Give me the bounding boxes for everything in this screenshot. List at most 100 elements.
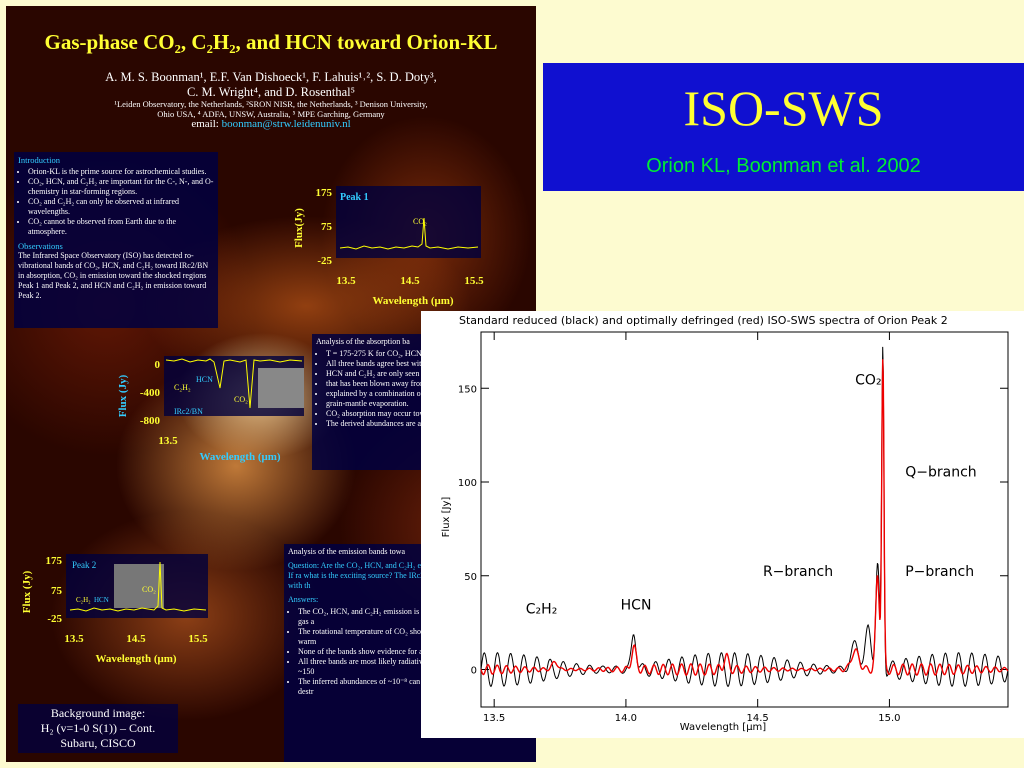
background-caption-line: H₂ (v=1-0 S(1)) – Cont. bbox=[40, 721, 156, 735]
irc2-xtick: 13.5 bbox=[158, 435, 178, 447]
background-caption-line: Background image: bbox=[50, 706, 146, 720]
peak1-xtick: 13.5 bbox=[336, 275, 356, 287]
observations-text: The Infrared Space Observatory (ISO) has… bbox=[18, 251, 209, 300]
peak1-species: CO₂ bbox=[413, 217, 427, 226]
y-tick-label: 0 bbox=[471, 666, 477, 677]
emission-answer: The rotational temperature of CO₂ show w… bbox=[298, 627, 536, 647]
irc2-species: C₂H₂ bbox=[174, 383, 191, 392]
irc2-ytick: -800 bbox=[140, 415, 161, 427]
x-tick-label: 14.5 bbox=[747, 713, 769, 724]
intro-list: Orion-KL is the prime source for astroch… bbox=[18, 167, 214, 237]
poster-title: Gas-phase CO₂, C₂H₂, and HCN toward Orio… bbox=[44, 30, 498, 54]
chart-annotation: CO₂ bbox=[855, 373, 881, 389]
peak1-label: Peak 1 bbox=[340, 192, 369, 203]
chart-annotation: R−branch bbox=[763, 564, 833, 580]
slide-title: ISO-SWS bbox=[683, 80, 884, 136]
peak2-species: HCN bbox=[94, 596, 109, 604]
peak1-ytick: -25 bbox=[317, 255, 332, 267]
poster-email-label: email: bbox=[191, 118, 219, 130]
absorption-item: T = 175-275 K for CO₂, HCN, bbox=[326, 349, 536, 359]
chart-title: Standard reduced (black) and optimally d… bbox=[459, 314, 948, 327]
emission-heading: Analysis of the emission bands towa bbox=[288, 547, 406, 556]
irc2-label: IRc2/BN bbox=[174, 407, 203, 416]
series-standard-reduced-line bbox=[480, 346, 1009, 688]
peak2-xtick: 15.5 bbox=[188, 633, 208, 645]
y-tick-label: 100 bbox=[458, 478, 477, 489]
intro-heading: Introduction bbox=[18, 155, 61, 165]
intro-panel: Introduction Orion-KL is the prime sourc… bbox=[14, 152, 218, 328]
peak1-xtick: 14.5 bbox=[400, 275, 420, 287]
peak1-spectrum: Peak 1 CO₂ 175 75 -25 13.5 14.5 15.5 Wav… bbox=[293, 186, 484, 307]
peak1-xlabel: Wavelength (μm) bbox=[372, 295, 453, 307]
peak2-label: Peak 2 bbox=[72, 560, 96, 570]
emission-answer: The inferred abundances of ~10⁻⁸ can b r… bbox=[298, 677, 536, 697]
irc2-species: CO₂ bbox=[234, 395, 248, 404]
peak1-ytick: 175 bbox=[316, 187, 333, 199]
poster-authors: A. M. S. Boonman¹, E.F. Van Dishoeck¹, F… bbox=[66, 70, 476, 100]
x-axis-label: Wavelength [μm] bbox=[680, 722, 767, 733]
intro-item: Orion-KL is the prime source for astroch… bbox=[28, 167, 214, 177]
poster-authors-line2: C. M. Wright⁴, and D. Rosenthal⁵ bbox=[186, 85, 356, 99]
peak2-species: CO₂ bbox=[142, 585, 156, 594]
poster-authors-line1: A. M. S. Boonman¹, E.F. Van Dishoeck¹, F… bbox=[105, 70, 437, 84]
observations-heading: Observations bbox=[18, 241, 63, 251]
absorption-item: that has been blown away from bbox=[326, 379, 536, 389]
absorption-heading: Analysis of the absorption ba bbox=[316, 337, 410, 346]
poster-affil-line1: ¹Leiden Observatory, the Netherlands, ²S… bbox=[114, 99, 428, 109]
emission-answers-list: The CO₂, HCN, and C₂H₂ emission is b an … bbox=[288, 607, 536, 697]
peak1-ytick: 75 bbox=[321, 221, 333, 233]
y-tick-label: 50 bbox=[464, 572, 477, 583]
absorption-item: CO₂ absorption may occur tow bbox=[326, 409, 536, 419]
peak1-ylabel: Flux(Jy) bbox=[293, 208, 305, 248]
irc2-xlabel: Wavelength (μm) bbox=[199, 451, 280, 463]
x-tick-label: 15.0 bbox=[878, 713, 900, 724]
peak2-ytick: 75 bbox=[51, 585, 63, 597]
chart-annotation: P−branch bbox=[905, 564, 974, 580]
poster-email-address: boonman@strw.leidenuniv.nl bbox=[221, 118, 351, 130]
slide-header: ISO-SWS Orion KL, Boonman et al. 2002 bbox=[543, 63, 1024, 191]
peak2-ylabel: Flux (Jy) bbox=[21, 570, 33, 613]
peak2-xtick: 14.5 bbox=[126, 633, 146, 645]
emission-answer: All three bands are most likely radiativ… bbox=[298, 657, 536, 677]
irc2-ytick: 0 bbox=[155, 359, 161, 371]
peak2-ytick: 175 bbox=[46, 555, 63, 567]
emission-answer: None of the bands show evidence for a 7-… bbox=[298, 647, 536, 657]
irc2-spectrum: C₂H₂ HCN CO₂ IRc2/BN 0 -400 -800 13.5 Wa… bbox=[117, 356, 304, 463]
peak2-xlabel: Wavelength (μm) bbox=[95, 653, 176, 665]
plot-frame bbox=[480, 331, 1009, 708]
main-spectrum-chart: Standard reduced (black) and optimally d… bbox=[441, 314, 1009, 733]
intro-item: CO₂, HCN, and C₂H₂ are important for the… bbox=[28, 177, 214, 197]
main-spectrum-figure: Standard reduced (black) and optimally d… bbox=[421, 311, 1024, 738]
absorption-item: The derived abundances are a f bbox=[326, 419, 536, 429]
poster-affiliations: ¹Leiden Observatory, the Netherlands, ²S… bbox=[86, 99, 456, 119]
poster-email: email: boonman@strw.leidenuniv.nl bbox=[6, 118, 536, 130]
y-axis-label: Flux [Jy] bbox=[441, 497, 452, 538]
peak2-spectrum: Peak 2 C₂H₂ HCN CO₂ 175 75 -25 13.5 14.5… bbox=[21, 554, 208, 665]
absorption-item: explained by a combination of bbox=[326, 389, 536, 399]
peak2-ytick: -25 bbox=[47, 613, 62, 625]
intro-item: CO₂ and C₂H₂ can only be observed at inf… bbox=[28, 197, 214, 217]
peak2-xtick: 13.5 bbox=[64, 633, 84, 645]
chart-annotation: HCN bbox=[621, 598, 652, 614]
chart-annotation: C₂H₂ bbox=[526, 601, 558, 617]
irc2-ytick: -400 bbox=[140, 387, 161, 399]
poster-affil-line2: Ohio USA, ⁴ ADFA, UNSW, Australia, ⁵ MPE… bbox=[157, 109, 385, 119]
chart-annotation: Q−branch bbox=[905, 464, 976, 480]
emission-answers-heading: Answers: bbox=[288, 595, 319, 604]
peak1-xtick: 15.5 bbox=[464, 275, 484, 287]
intro-item: CO₂ cannot be observed from Earth due to… bbox=[28, 217, 214, 237]
slide-subtitle: Orion KL, Boonman et al. 2002 bbox=[646, 155, 921, 177]
emission-answer: The CO₂, HCN, and C₂H₂ emission is b an … bbox=[298, 607, 536, 627]
absorption-item: grain-mantle evaporation. bbox=[326, 399, 536, 409]
x-tick-label: 13.5 bbox=[483, 713, 505, 724]
x-tick-label: 14.0 bbox=[615, 713, 637, 724]
emission-question: Question: Are the CO₂, HCN, and C₂H₂ e r… bbox=[288, 561, 536, 590]
peak2-species: C₂H₂ bbox=[76, 596, 91, 604]
irc2-species: HCN bbox=[196, 375, 213, 384]
background-caption: Background image: H₂ (v=1-0 S(1)) – Cont… bbox=[18, 704, 178, 753]
irc2-ylabel: Flux (Jy) bbox=[117, 374, 129, 417]
series-optimally-defringed-line bbox=[480, 359, 1009, 676]
y-tick-label: 150 bbox=[458, 384, 477, 395]
background-caption-line: Subaru, CISCO bbox=[60, 736, 136, 750]
absorption-item: All three bands agree best with shocked … bbox=[326, 359, 536, 369]
